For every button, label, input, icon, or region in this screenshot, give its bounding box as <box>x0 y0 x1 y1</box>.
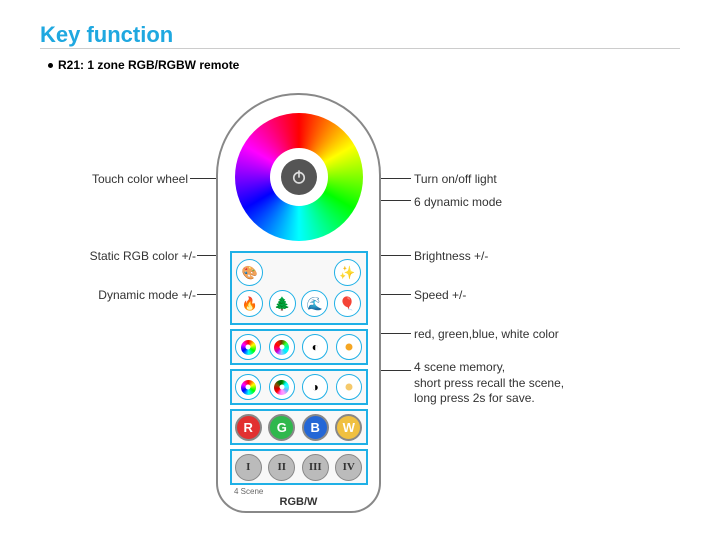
panel-rgbw: R G B W <box>230 409 368 445</box>
static-rgb-plus[interactable] <box>235 334 261 360</box>
panel-row-dyn-speed: ◑ <box>230 369 368 405</box>
scene-small-label: 4 Scene <box>234 487 263 496</box>
gauge-icon: ◑ <box>312 380 319 394</box>
dyn6-row2: 🔥 🌲 🌊 🎈 <box>234 290 364 317</box>
subtitle: R21: 1 zone RGB/RGBW remote <box>48 58 239 72</box>
dyn6-btn-6[interactable]: 🎈 <box>334 290 361 317</box>
scene-4-button[interactable]: IV <box>335 454 362 481</box>
label-turn-on-off: Turn on/off light <box>414 172 497 188</box>
gauge-icon: ◐ <box>312 340 319 354</box>
subtitle-text: R21: 1 zone RGB/RGBW remote <box>58 58 239 72</box>
remote-body: 🎨 ✨ 🔥 🌲 🌊 🎈 ◐ ◑ R <box>216 93 381 513</box>
sun-icon <box>341 379 357 395</box>
dyn6-btn-1[interactable]: 🎨 <box>236 259 263 286</box>
panel-dynamic-6: 🎨 ✨ 🔥 🌲 🌊 🎈 <box>230 251 368 325</box>
label-rgbw-color: red, green,blue, white color <box>414 327 559 343</box>
dyn6-btn-5[interactable]: 🌊 <box>301 290 328 317</box>
dyn6-btn-4[interactable]: 🌲 <box>269 290 296 317</box>
static-rgb-minus[interactable] <box>269 334 295 360</box>
brightness-minus[interactable]: ◐ <box>302 334 328 360</box>
color-wheel[interactable] <box>235 113 363 241</box>
speed-plus[interactable] <box>336 374 362 400</box>
brightness-plus[interactable] <box>336 334 362 360</box>
bullet-icon <box>48 63 53 68</box>
panel-row-static-bright: ◐ <box>230 329 368 365</box>
page-title: Key function <box>40 22 173 48</box>
label-touch-color-wheel: Touch color wheel <box>78 172 188 188</box>
label-6-dynamic-mode: 6 dynamic mode <box>414 195 502 211</box>
dynamic-mode-minus[interactable] <box>269 374 295 400</box>
dyn6-btn-3[interactable]: 🔥 <box>236 290 263 317</box>
speed-minus[interactable]: ◑ <box>302 374 328 400</box>
label-dynamic-mode: Dynamic mode +/- <box>70 288 196 304</box>
dyn6-row1: 🎨 ✨ <box>234 259 364 286</box>
remote-label: RGB/W <box>280 496 318 508</box>
power-button[interactable] <box>281 159 317 195</box>
sun-icon <box>341 339 357 355</box>
color-r-button[interactable]: R <box>235 414 262 441</box>
panel-scenes: I II III IV <box>230 449 368 485</box>
title-underline <box>40 48 680 49</box>
dyn6-btn-2[interactable]: ✨ <box>334 259 361 286</box>
color-b-button[interactable]: B <box>302 414 329 441</box>
label-scenes: 4 scene memory, short press recall the s… <box>414 360 564 407</box>
scene-1-button[interactable]: I <box>235 454 262 481</box>
label-brightness: Brightness +/- <box>414 249 488 265</box>
color-g-button[interactable]: G <box>268 414 295 441</box>
scene-2-button[interactable]: II <box>268 454 295 481</box>
color-w-button[interactable]: W <box>335 414 362 441</box>
scene-3-button[interactable]: III <box>302 454 329 481</box>
power-icon <box>290 168 308 186</box>
dynamic-mode-plus[interactable] <box>235 374 261 400</box>
label-static-rgb: Static RGB color +/- <box>66 249 196 265</box>
label-speed: Speed +/- <box>414 288 466 304</box>
